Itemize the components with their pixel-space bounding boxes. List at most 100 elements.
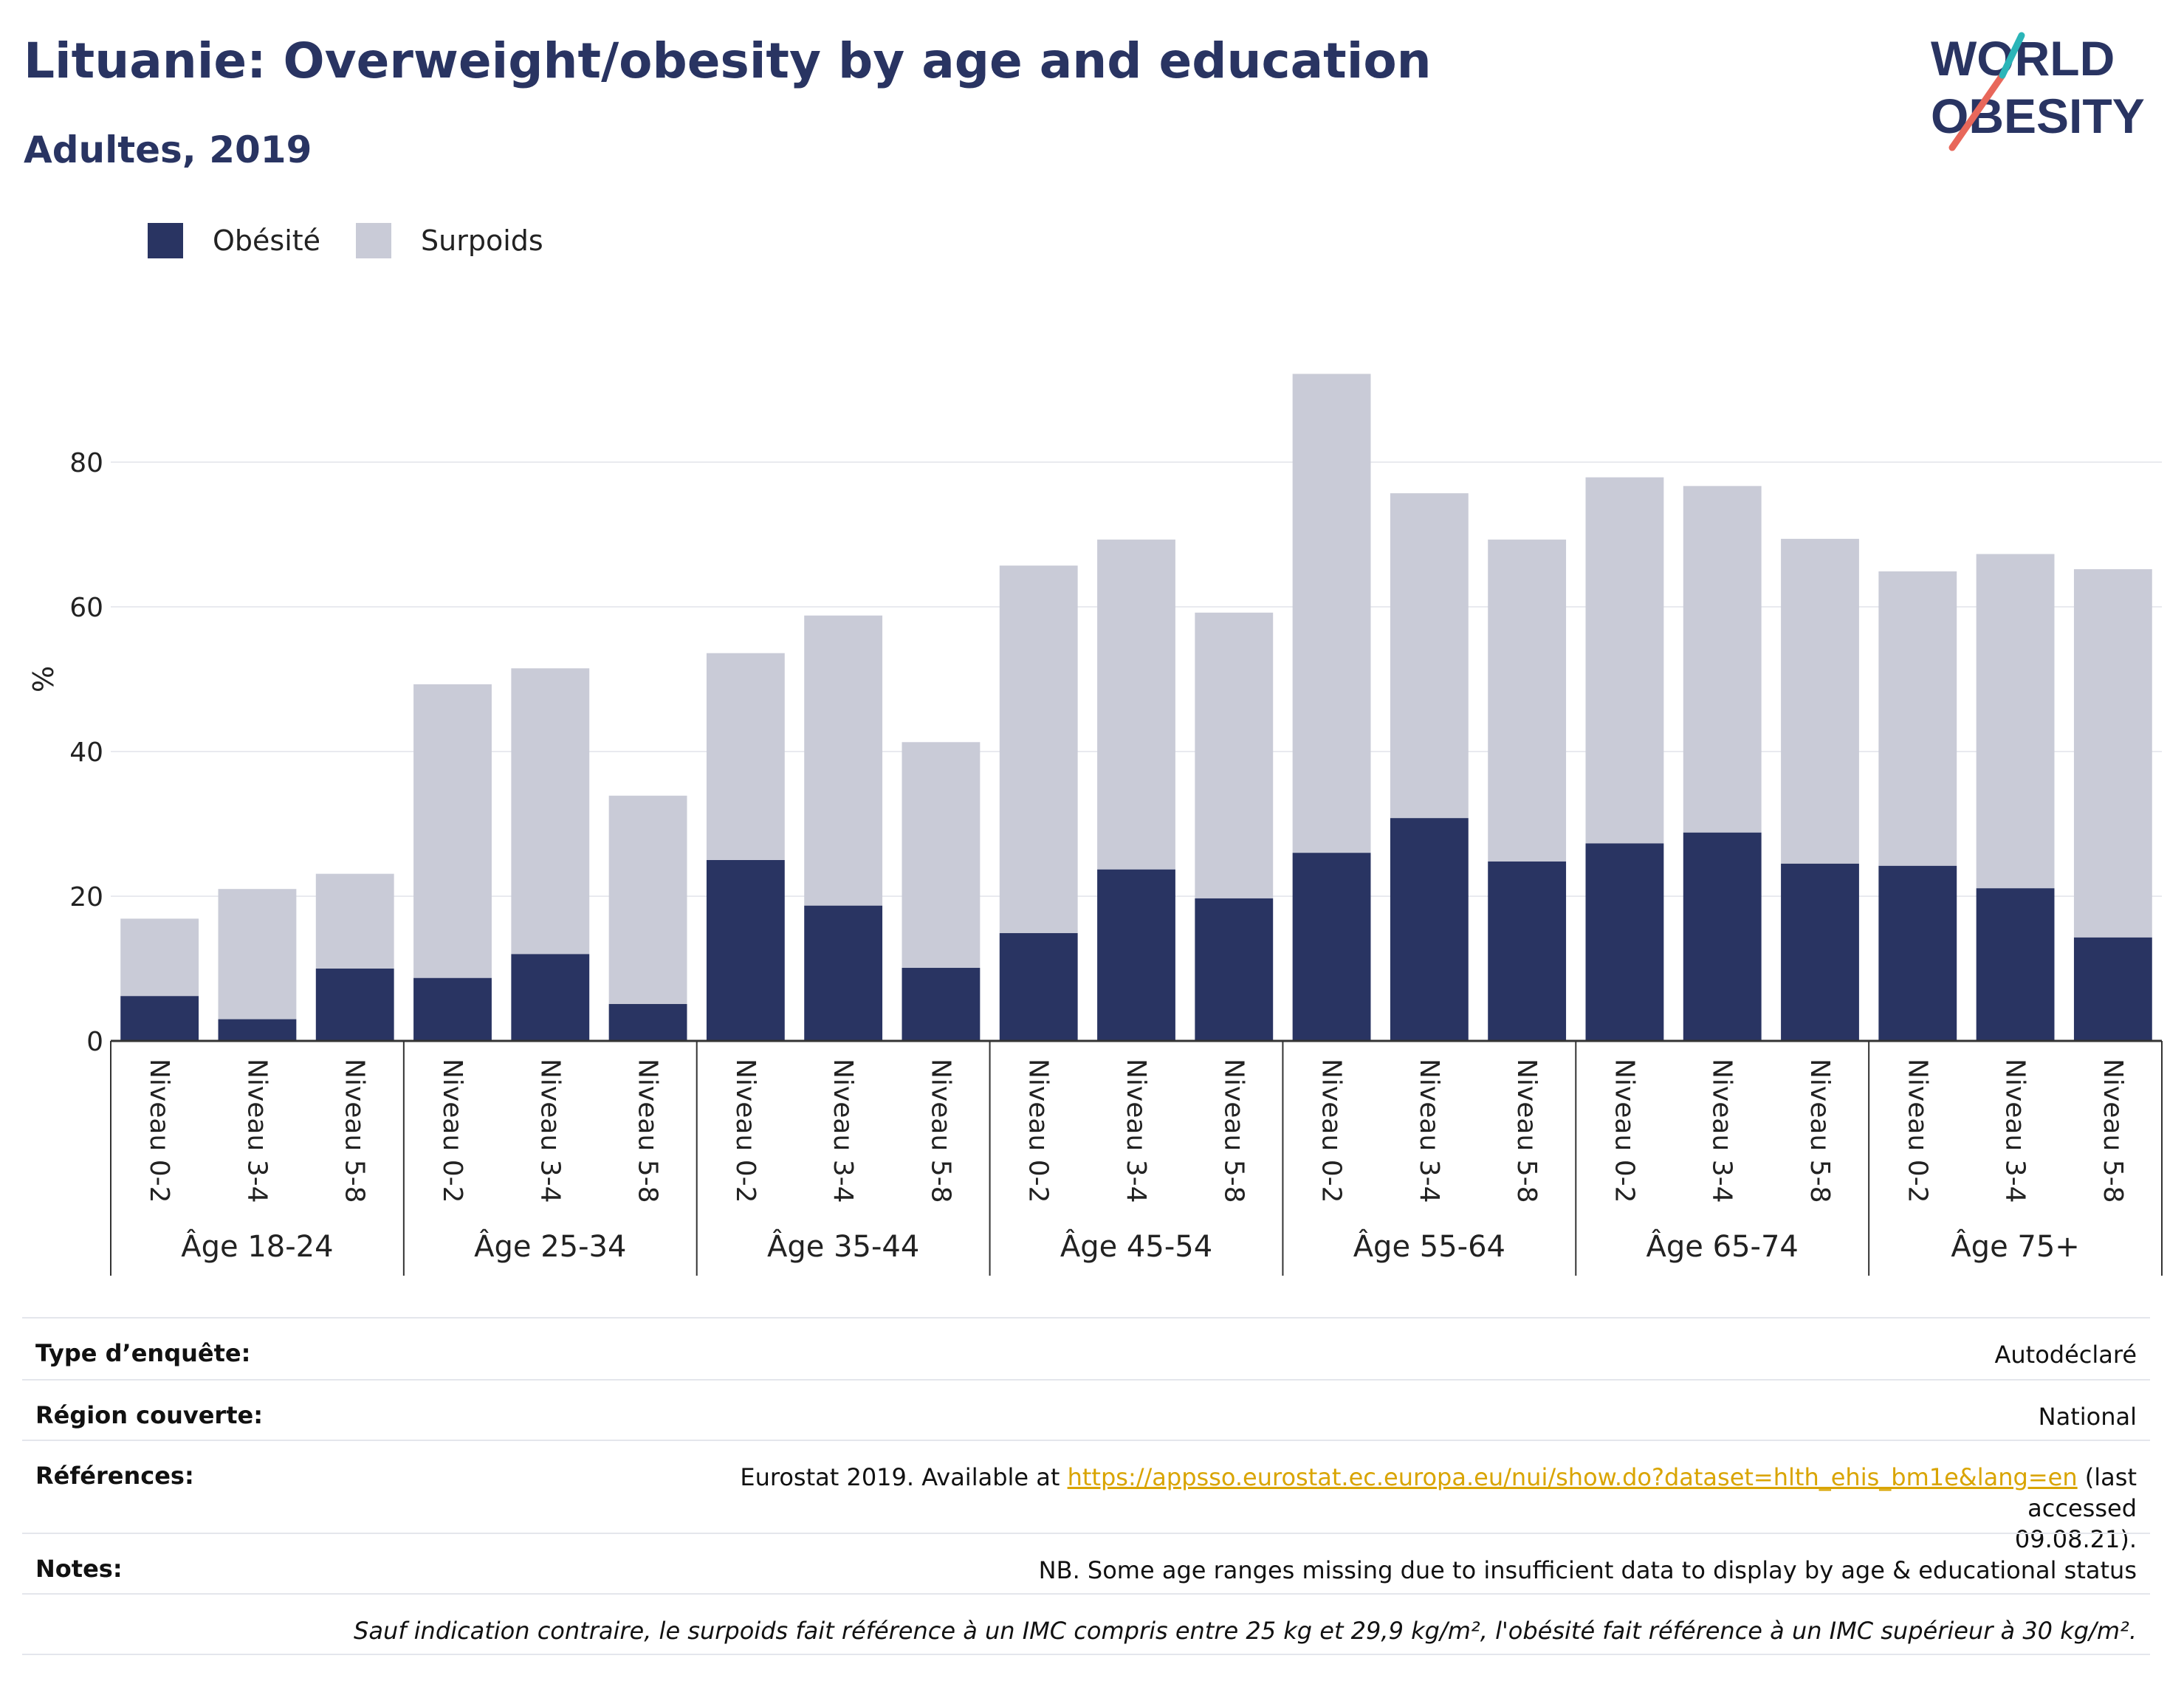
bar-overweight <box>999 565 1078 933</box>
bar-obesity <box>902 968 981 1041</box>
bar-obesity <box>1292 853 1371 1041</box>
bar-obesity <box>1976 888 2055 1041</box>
bar-obesity <box>1195 898 1274 1041</box>
x-tick-label: Niveau 5-8 <box>340 1059 370 1203</box>
bar-obesity <box>1683 832 1762 1041</box>
x-tick-label: Niveau 0-2 <box>1023 1059 1054 1203</box>
info-row-notes: Notes: NB. Some age ranges missing due t… <box>22 1533 2150 1593</box>
legend-label-overweight: Surpoids <box>421 224 543 257</box>
bar-overweight <box>1097 539 1175 870</box>
references-link[interactable]: https://appsso.eurostat.ec.europa.eu/nui… <box>1067 1463 2078 1491</box>
bar-overweight <box>1488 539 1567 862</box>
y-axis-label: % <box>27 666 60 692</box>
bar-overweight <box>1781 538 1859 864</box>
legend-label-obesity: Obésité <box>213 224 321 257</box>
bar-obesity <box>1585 843 1664 1041</box>
info-row-references: Références: Eurostat 2019. Available at … <box>22 1440 2150 1553</box>
references-prefix: Eurostat 2019. Available at <box>740 1463 1060 1491</box>
bar-obesity <box>120 996 199 1041</box>
bar-obesity <box>413 977 492 1041</box>
group-label: Âge 35-44 <box>767 1228 919 1264</box>
references-suffix: (last accessed <box>2027 1463 2137 1522</box>
bar-obesity <box>608 1004 687 1041</box>
bar-obesity <box>1488 861 1567 1041</box>
info-row-survey-type: Type d’enquête: Autodéclaré <box>22 1317 2150 1379</box>
bar-overweight <box>1292 374 1371 853</box>
bar-overweight <box>902 742 981 969</box>
bar-obesity <box>999 932 1078 1041</box>
y-tick-label: 20 <box>69 882 103 912</box>
info-table: Type d’enquête: Autodéclaré Région couve… <box>22 1317 2150 1655</box>
bar-overweight <box>608 795 687 1005</box>
group-label: Âge 18-24 <box>181 1228 333 1264</box>
bar-overweight <box>511 668 590 955</box>
info-label-notes: Notes: <box>35 1555 123 1583</box>
chart-title: Lituanie: Overweight/obesity by age and … <box>24 32 1432 89</box>
logo-slash-coral <box>1948 72 2006 151</box>
bar-overweight <box>315 873 394 969</box>
x-tick-label: Niveau 5-8 <box>1218 1059 1249 1203</box>
bar-obesity <box>315 969 394 1041</box>
info-value-survey-type: Autodéclaré <box>1994 1341 2137 1369</box>
info-label-references: Références: <box>35 1462 194 1490</box>
bar-overweight <box>1976 554 2055 889</box>
x-tick-label: Niveau 5-8 <box>2098 1059 2128 1203</box>
bar-overweight <box>1878 571 1957 866</box>
bar-overweight <box>413 684 492 978</box>
bar-overweight <box>218 889 297 1020</box>
group-label: Âge 75+ <box>1951 1228 2080 1264</box>
info-row-region: Région couverte: National <box>22 1379 2150 1440</box>
bar-overweight <box>1390 493 1469 819</box>
info-value-notes: NB. Some age ranges missing due to insuf… <box>1038 1556 2137 1584</box>
bar-overweight <box>120 918 199 997</box>
x-tick-label: Niveau 0-2 <box>1609 1059 1639 1203</box>
x-tick-label: Niveau 0-2 <box>1316 1059 1347 1203</box>
x-tick-label: Niveau 3-4 <box>828 1059 858 1203</box>
references-date: 09.08.21). <box>2014 1525 2137 1553</box>
bar-obesity <box>1390 818 1469 1041</box>
group-label: Âge 65-74 <box>1646 1228 1799 1264</box>
bar-obesity <box>804 905 883 1041</box>
logo-text-obesity: OBESITY <box>1931 89 2145 143</box>
info-value-references: Eurostat 2019. Available at https://apps… <box>660 1462 2137 1555</box>
x-tick-label: Niveau 3-4 <box>535 1059 565 1203</box>
bar-obesity <box>1781 863 1859 1041</box>
world-obesity-logo: WORLD OBESITY <box>1931 31 2145 151</box>
bar-overweight <box>1585 477 1664 844</box>
bar-obesity <box>1878 865 1957 1041</box>
bar-obesity <box>2073 937 2152 1041</box>
x-tick-label: Niveau 5-8 <box>1804 1059 1835 1203</box>
bar-obesity <box>1097 869 1175 1041</box>
info-row-footnote: Sauf indication contraire, le surpoids f… <box>22 1593 2150 1655</box>
x-tick-label: Niveau 3-4 <box>1414 1059 1444 1203</box>
x-tick-label: Niveau 0-2 <box>1902 1059 1932 1203</box>
bar-obesity <box>511 954 590 1041</box>
x-tick-label: Niveau 5-8 <box>925 1059 955 1203</box>
bar-obesity <box>706 860 785 1041</box>
logo-slash-teal <box>1999 32 2025 79</box>
info-footnote: Sauf indication contraire, le surpoids f… <box>354 1617 2137 1645</box>
x-tick-label: Niveau 0-2 <box>144 1059 174 1203</box>
group-label: Âge 25-34 <box>474 1228 626 1264</box>
x-tick-label: Niveau 3-4 <box>1707 1059 1737 1203</box>
bar-overweight <box>2073 569 2152 938</box>
y-tick-label: 60 <box>69 593 103 623</box>
bar-overweight <box>1195 612 1274 898</box>
x-tick-label: Niveau 5-8 <box>1511 1059 1542 1203</box>
y-tick-label: 0 <box>86 1027 103 1057</box>
x-tick-label: Niveau 0-2 <box>730 1059 760 1203</box>
group-label: Âge 45-54 <box>1060 1228 1212 1264</box>
bar-obesity <box>218 1019 297 1041</box>
x-tick-label: Niveau 3-4 <box>241 1059 272 1203</box>
info-label-survey-type: Type d’enquête: <box>35 1339 251 1367</box>
x-tick-label: Niveau 5-8 <box>633 1059 663 1203</box>
group-label: Âge 55-64 <box>1353 1228 1505 1264</box>
bar-overweight <box>804 615 883 906</box>
bar-overweight <box>1683 486 1762 833</box>
info-value-region: National <box>2038 1403 2137 1431</box>
bar-overweight <box>706 653 785 860</box>
stacked-bar-chart: 0 20 40 60 80% Niveau 0-2 Niveau 3-4 Niveau 5-8… <box>27 374 2163 1276</box>
info-label-region: Région couverte: <box>35 1401 263 1429</box>
x-tick-label: Niveau 3-4 <box>2000 1059 2030 1203</box>
y-tick-label: 80 <box>69 448 103 478</box>
